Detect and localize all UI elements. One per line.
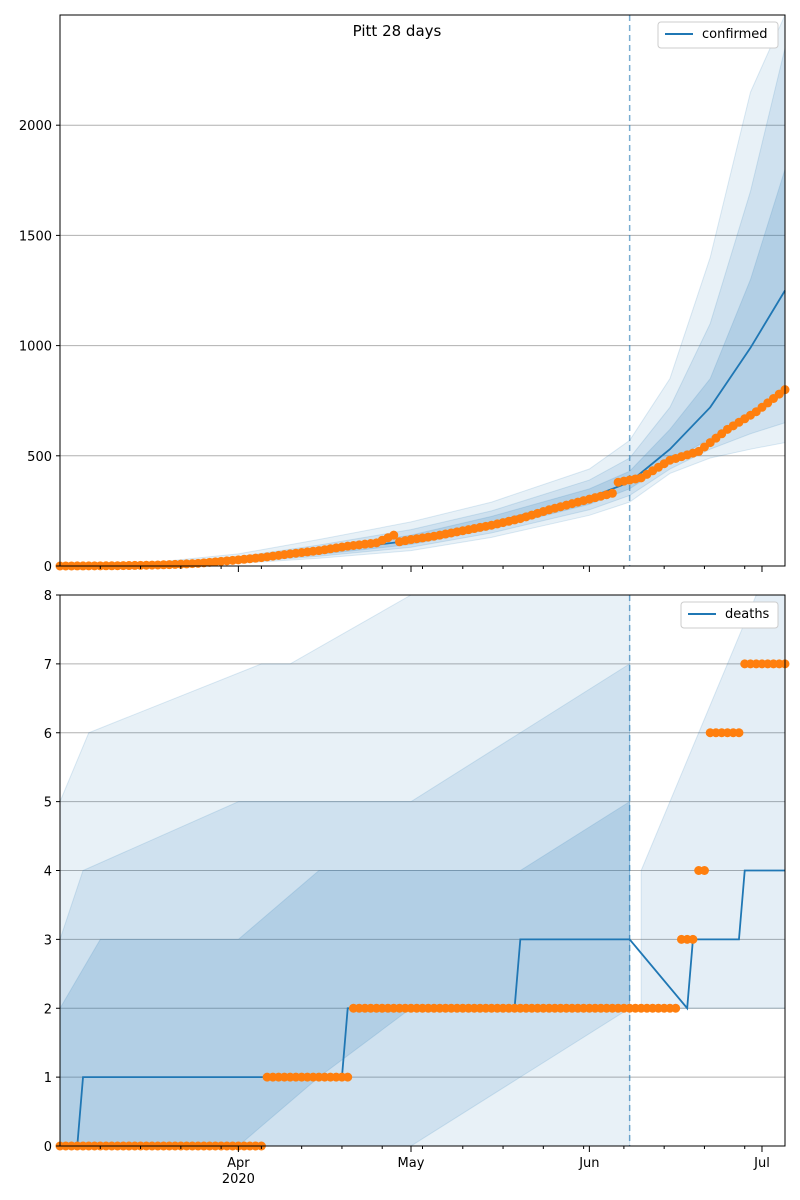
deaths-observed-point — [734, 728, 744, 738]
confirmed-y-tick: 2000 — [19, 119, 60, 134]
x-tick-year-label: 2020 — [222, 1172, 255, 1187]
confirmed-legend-label: confirmed — [702, 27, 768, 42]
deaths-legend-label: deaths — [725, 607, 770, 622]
confirmed-y-axis: 0 500 1000 1500 2000 — [19, 119, 60, 575]
x-tick-label: Apr — [227, 1156, 250, 1171]
deaths-y-tick: 8 — [44, 589, 60, 604]
deaths-y-tick-label: 4 — [44, 865, 52, 880]
confirmed-y-tick-label: 2000 — [19, 119, 52, 134]
deaths-observed-point — [343, 1072, 353, 1082]
deaths-y-tick-label: 2 — [44, 1002, 52, 1017]
deaths-legend-box — [680, 601, 779, 629]
deaths-y-axis: 0 1 2 3 4 5 6 7 8 — [44, 589, 60, 1155]
deaths-y-tick-label: 3 — [44, 933, 52, 948]
x-tick-label: May — [398, 1156, 425, 1171]
deaths-y-tick-label: 0 — [44, 1140, 52, 1155]
deaths-model-line — [60, 869, 785, 1147]
deaths-observed-points — [55, 659, 790, 1151]
deaths-y-tick-label: 1 — [44, 1071, 52, 1086]
confirmed-y-tick-label: 500 — [27, 450, 52, 465]
deaths-observed-point — [699, 866, 709, 875]
deaths-y-tick: 6 — [44, 727, 60, 742]
confirmed-panel: 0 500 1000 1500 2000 Pitt 28 days confirmed — [19, 14, 790, 575]
deaths-x-tick: May — [398, 1146, 425, 1171]
confirmed-y-tick-label: 1000 — [19, 340, 52, 355]
confirmed-y-tick-label: 1500 — [19, 229, 52, 244]
deaths-y-tick: 0 — [44, 1140, 60, 1155]
deaths-y-tick-label: 5 — [44, 796, 52, 811]
confirmed-y-tick: 1000 — [19, 340, 60, 355]
deaths-observed-point — [688, 934, 698, 944]
confirmed-x-axis — [99, 566, 763, 572]
deaths-y-tick: 3 — [44, 933, 60, 948]
deaths-y-tick-label: 8 — [44, 589, 52, 604]
x-tick-label: Jul — [753, 1156, 770, 1171]
deaths-y-tick-label: 6 — [44, 727, 52, 742]
confirmed-observed-point — [389, 530, 399, 540]
deaths-y-tick: 4 — [44, 865, 60, 880]
deaths-y-tick: 2 — [44, 1002, 60, 1017]
deaths-line — [60, 869, 785, 1147]
confirmed-y-tick: 1500 — [19, 229, 60, 244]
deaths-y-tick: 7 — [44, 658, 60, 673]
confirmed-legend: confirmed — [657, 21, 779, 49]
x-tick-label: Jun — [578, 1156, 599, 1171]
deaths-y-tick-label: 7 — [44, 658, 52, 673]
confirmed-y-tick: 500 — [27, 450, 60, 465]
deaths-x-tick: Jun — [578, 1146, 600, 1171]
deaths-y-tick: 5 — [44, 796, 60, 811]
confirmed-observed-point — [607, 488, 617, 498]
deaths-legend: deaths — [680, 601, 779, 629]
chart-title: Pitt 28 days — [353, 22, 442, 40]
confirmed-y-tick: 0 — [44, 560, 60, 575]
confirmed-y-tick-label: 0 — [44, 560, 52, 575]
deaths-y-tick: 1 — [44, 1071, 60, 1086]
deaths-x-tick: Jul — [753, 1146, 770, 1171]
deaths-observed-point — [671, 1003, 681, 1013]
confirmed-legend-box — [657, 21, 779, 49]
